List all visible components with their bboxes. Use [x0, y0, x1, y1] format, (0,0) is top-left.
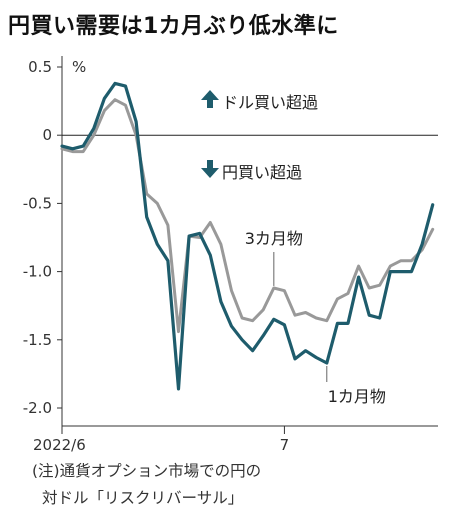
y-tick-label: 0.5: [28, 58, 52, 76]
series-3m-line: [60, 98, 435, 334]
series-1m-line: [60, 81, 435, 391]
y-tick-label: -1.0: [23, 263, 52, 281]
annotation-dollar-buy: ドル買い超過: [222, 93, 318, 112]
up-arrow-icon: [201, 90, 219, 108]
series-3m-label: 3カ月物: [245, 229, 303, 248]
y-tick-label: 0: [42, 126, 52, 144]
x-tick-label: 7: [280, 436, 290, 454]
x-tick-label: 2022/6: [33, 436, 86, 454]
annotation-yen-buy: 円買い超過: [222, 163, 302, 182]
down-arrow-icon: [201, 160, 219, 178]
footnote: (注)通貨オプション市場での円の 対ドル「リスクリバーサル」: [32, 458, 261, 512]
y-tick-label: -0.5: [23, 194, 52, 212]
y-tick-label: -1.5: [23, 331, 52, 349]
footnote-line-1: (注)通貨オプション市場での円の: [32, 462, 262, 480]
series-1m-label: 1カ月物: [328, 387, 386, 406]
footnote-line-2: 対ドル「リスクリバーサル」: [42, 489, 244, 507]
y-unit-label: %: [72, 58, 86, 76]
grid-layer: 0.5 0 -0.5 -1.0 -1.5 -2.0 2022/6 7: [23, 56, 438, 454]
y-tick-label: -2.0: [23, 399, 52, 417]
chart-title: 円買い需要は1カ月ぶり低水準に: [8, 14, 339, 39]
series-layer: [60, 81, 435, 391]
